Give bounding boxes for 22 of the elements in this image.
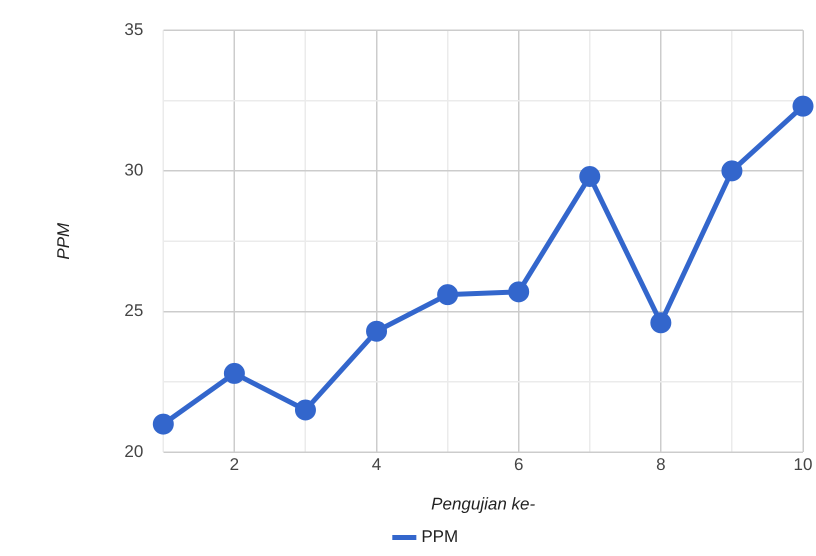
point [224,362,245,384]
x-tick-label: 4 [372,455,382,474]
x-tick-label: 6 [514,455,524,474]
point [294,400,316,420]
point [579,166,600,187]
y-tick-label: 35 [124,20,144,39]
x-tick-label: 10 [794,455,812,474]
point [721,160,742,182]
point [152,414,174,435]
y-tick-label: 30 [124,160,144,180]
point [366,320,388,342]
point [650,312,672,334]
point [508,281,530,302]
x-tick-label: 2 [230,455,240,474]
point [792,96,814,117]
y-axis-title: PPM [54,222,73,260]
x-axis-title: Pengujian ke- [431,494,536,514]
y-tick-label: 25 [124,301,144,320]
x-tick-label: 8 [656,455,666,474]
legend-label: PPM [421,527,458,546]
point [437,284,458,306]
y-tick-label: 20 [124,442,144,461]
